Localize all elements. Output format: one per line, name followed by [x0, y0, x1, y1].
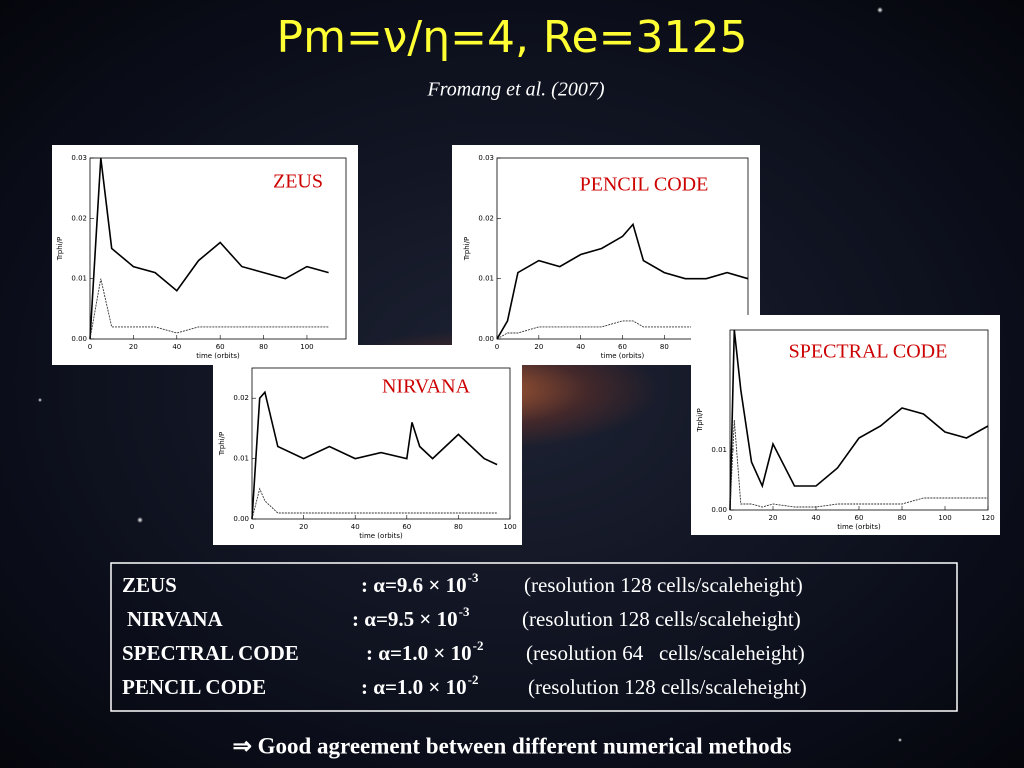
row-exponent: -2 [468, 672, 479, 687]
y-tick-label: 0.01 [71, 275, 87, 283]
row-resolution: (resolution 128 cells/scaleheight) [528, 675, 807, 699]
y-tick-label: 0.01 [233, 455, 249, 463]
citation: Fromang et al. (2007) [426, 79, 604, 101]
code-label: PENCIL CODE [580, 174, 709, 196]
y-tick-label: 0.02 [71, 214, 87, 222]
x-axis-label: time (orbits) [359, 532, 403, 540]
chart-panel: 0 20 40 60 80 100 120 0.00 0.01 time (orbits) Trph… [691, 315, 1000, 535]
row-name: ZEUS [122, 573, 177, 597]
x-axis-label: time (orbits) [601, 352, 645, 360]
plot-area [729, 329, 989, 511]
chart-panel: 0 20 40 60 80 100 0.00 0.01 0.02 time (orbits) Trp… [213, 345, 522, 545]
x-tick-label: 60 [216, 343, 225, 351]
data-line [729, 419, 988, 511]
row-exponent: -3 [468, 570, 479, 585]
x-tick-label: 40 [172, 343, 181, 351]
x-axis-label: time (orbits) [837, 523, 881, 531]
y-tick-label: 0.02 [478, 214, 494, 222]
y-tick-label: 0.00 [478, 335, 494, 343]
x-tick-label: 80 [259, 343, 268, 351]
x-tick-label: 20 [129, 343, 138, 351]
y-tick-label: 0.03 [71, 154, 87, 162]
row-alpha: : α=1.0 × 10 [366, 641, 472, 665]
y-axis-label: Trphi/P [696, 408, 704, 433]
x-tick-label: 0 [728, 514, 732, 522]
row-resolution: (resolution 128 cells/scaleheight) [522, 607, 801, 631]
y-tick-label: 0.01 [711, 446, 727, 454]
x-tick-label: 80 [660, 343, 669, 351]
y-tick-label: 0.01 [478, 275, 494, 283]
x-tick-label: 100 [503, 523, 516, 531]
slide-title: Pm=ν/η=4, Re=3125 [277, 12, 748, 63]
code-label: NIRVANA [382, 376, 471, 398]
charts: 0 20 40 60 80 100 0.00 0.01 0.02 time (orbits) Trp… [52, 145, 1000, 545]
x-tick-label: 20 [299, 523, 308, 531]
x-tick-label: 0 [88, 343, 92, 351]
x-tick-label: 60 [855, 514, 864, 522]
plot-frame [251, 367, 511, 520]
x-tick-label: 100 [938, 514, 951, 522]
x-tick-label: 60 [402, 523, 411, 531]
y-tick-label: 0.02 [233, 394, 249, 402]
panel-background [213, 345, 522, 545]
chart-panel: 0 20 40 60 80 100 0.00 0.01 0.02 0.03 time (orbits… [52, 145, 358, 365]
plot-frame [89, 157, 347, 340]
row-alpha: : α=1.0 × 10 [361, 675, 467, 699]
row-name: SPECTRAL CODE [122, 641, 299, 665]
x-tick-label: 100 [300, 343, 313, 351]
data-line [729, 329, 989, 511]
y-tick-label: 0.03 [478, 154, 494, 162]
row-name: NIRVANA [127, 607, 224, 631]
data-line [496, 222, 749, 340]
y-tick-label: 0.00 [711, 506, 727, 514]
code-label: ZEUS [273, 171, 323, 193]
row-exponent: -3 [459, 604, 470, 619]
data-line [251, 487, 498, 520]
row-alpha: : α=9.6 × 10 [361, 573, 467, 597]
row-alpha: : α=9.5 × 10 [352, 607, 458, 631]
code-label: SPECTRAL CODE [789, 341, 948, 363]
conclusion: ⇒ Good agreement between different numer… [233, 733, 792, 758]
y-axis-label: Trphi/P [218, 432, 226, 457]
data-line [89, 157, 329, 340]
x-tick-label: 80 [454, 523, 463, 531]
table: ZEUS: α=9.6 × 10 -3 (resolution 128 cells/… [122, 570, 807, 699]
x-tick-label: 0 [250, 523, 254, 531]
table-box [110, 562, 958, 712]
data-line [251, 390, 498, 520]
x-axis-label: time (orbits) [196, 352, 240, 360]
x-tick-label: 20 [769, 514, 778, 522]
y-axis-label: Trphi/P [56, 237, 64, 262]
x-tick-label: 40 [576, 343, 585, 351]
x-tick-label: 80 [898, 514, 907, 522]
x-tick-label: 40 [812, 514, 821, 522]
row-name: PENCIL CODE [122, 675, 266, 699]
row-exponent: -2 [473, 638, 484, 653]
data-line [89, 278, 329, 340]
plot-area [251, 390, 498, 520]
y-tick-label: 0.00 [71, 335, 87, 343]
y-tick-label: 0.00 [233, 515, 249, 523]
plot-area [89, 157, 329, 340]
x-tick-label: 0 [495, 343, 499, 351]
row-resolution: (resolution 128 cells/scaleheight) [524, 573, 803, 597]
row-resolution: (resolution 64 cells/scaleheight) [526, 641, 805, 665]
y-axis-label: Trphi/P [463, 237, 471, 262]
x-tick-label: 20 [534, 343, 543, 351]
x-tick-label: 40 [351, 523, 360, 531]
x-tick-label: 120 [981, 514, 994, 522]
x-tick-label: 60 [618, 343, 627, 351]
